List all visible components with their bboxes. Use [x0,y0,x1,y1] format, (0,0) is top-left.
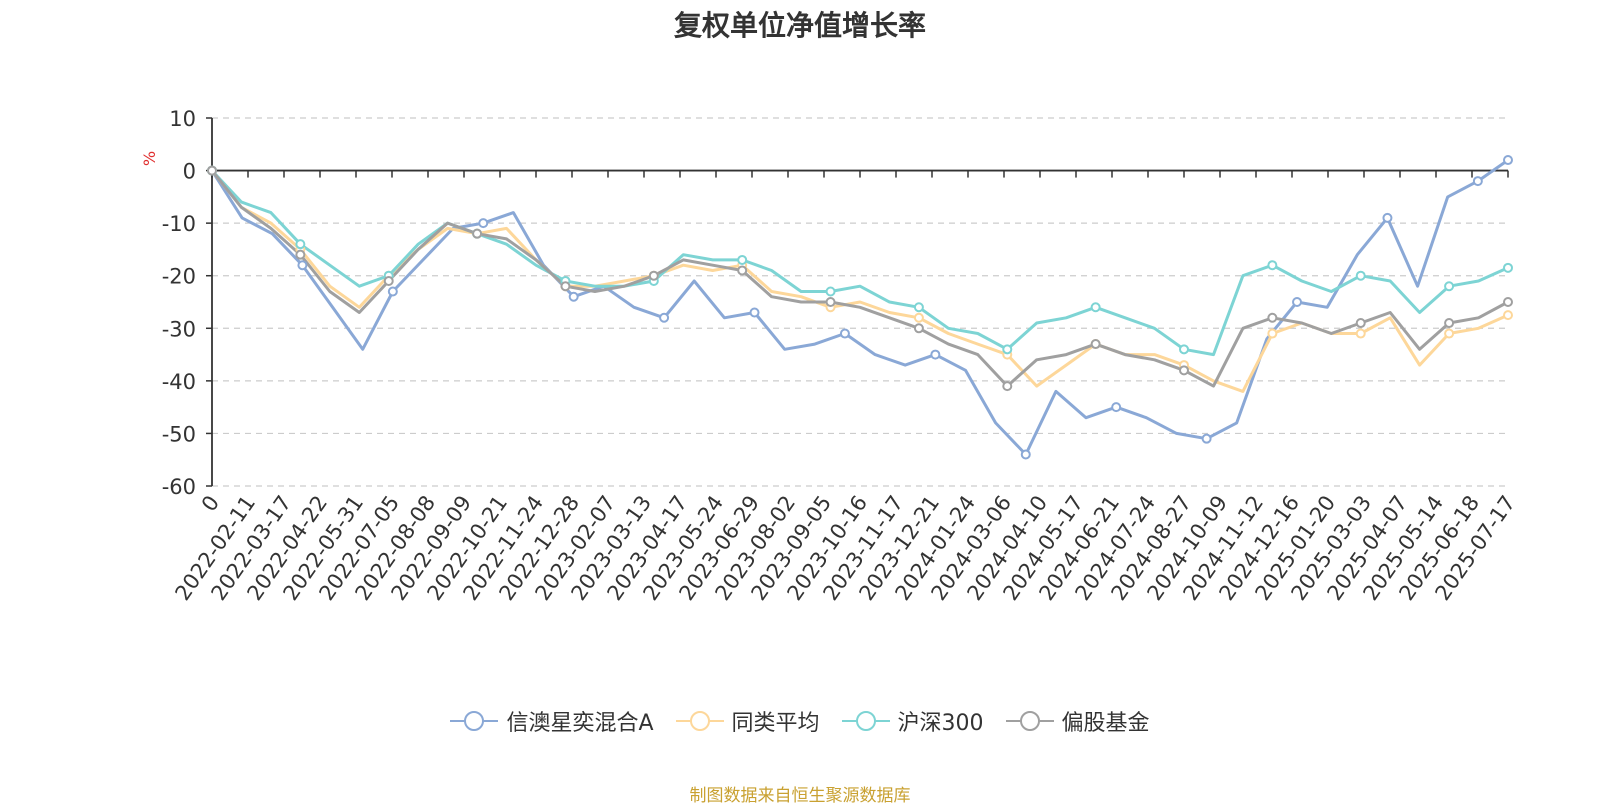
data-point [207,165,217,176]
y-tick-label: 10 [169,107,196,131]
legend-label: 沪深300 [897,711,984,736]
data-point [1355,318,1366,329]
data-point [1472,176,1483,187]
legend-marker-icon [841,711,890,731]
data-point [295,249,306,260]
data-point [659,312,670,323]
data-point [1090,302,1101,313]
legend-item[interactable]: 信澳星奕混合A [450,705,654,737]
data-point [568,291,579,302]
y-tick-label: -40 [162,370,196,394]
chart-title: 复权单位净值增长率 [673,9,926,42]
data-point [839,328,850,339]
axes: 100-10-20-30-40-50-60%02022-02-112022-03… [140,107,1520,605]
data-point [1444,318,1455,329]
data-point [749,307,760,318]
data-point [913,323,924,334]
data-point [387,286,398,297]
data-point [1267,260,1278,271]
data-point [825,297,836,307]
legend: 信澳星奕混合A 同类平均 沪深300 偏股基金 [0,705,1600,737]
data-point [1503,155,1513,166]
legend-label: 同类平均 [731,711,820,736]
data-point [1002,381,1013,392]
data-point [930,349,941,360]
legend-item[interactable]: 同类平均 [675,705,820,737]
data-point [295,239,306,250]
series-line-2 [210,169,1509,357]
y-axis-unit-label: % [140,151,159,166]
data-point [1355,328,1366,339]
data-point [1292,297,1303,307]
legend-item[interactable]: 沪深300 [841,705,984,737]
data-source-note: 制图数据来自恒生聚源数据库 [689,786,911,806]
series-line-3 [210,169,1509,388]
legend-marker-icon [1005,711,1054,731]
data-point [478,218,489,229]
data-point [1444,328,1455,339]
x-tick-label: 0 [197,491,224,516]
data-point [825,286,836,297]
legend-label: 偏股基金 [1061,711,1150,736]
y-tick-label: 0 [183,160,196,184]
data-point [1444,281,1455,292]
data-point [913,312,924,323]
data-point [737,265,748,276]
data-point [383,275,394,286]
y-tick-label: -30 [162,317,196,341]
data-point [1201,433,1212,444]
data-point [1090,339,1101,350]
data-point [560,281,571,292]
series-line-0 [210,158,1509,456]
data-point [1267,312,1278,323]
data-point [1355,270,1366,281]
data-point [737,254,748,265]
data-point [1503,297,1513,307]
y-tick-label: -20 [162,265,196,289]
legend-marker-icon [450,711,499,731]
data-point [1503,310,1513,321]
legend-label: 信澳星奕混合A [506,711,654,736]
data-point [648,270,659,281]
data-point [1503,262,1513,273]
y-tick-label: -50 [162,422,196,446]
data-point [1111,402,1122,413]
y-tick-label: -10 [162,212,196,236]
legend-marker-icon [675,711,724,731]
data-point [472,228,483,239]
series-line-1 [210,169,1509,393]
series-lines [210,158,1509,456]
legend-item[interactable]: 偏股基金 [1005,705,1150,737]
data-point [1179,344,1189,355]
data-point [297,260,308,271]
data-point [1020,449,1031,460]
data-point [1002,344,1013,355]
series-markers [207,155,1513,460]
data-point [913,302,924,313]
data-point [1179,365,1189,376]
data-point [1382,212,1393,223]
y-tick-label: -60 [162,475,196,499]
data-point [1267,328,1278,339]
